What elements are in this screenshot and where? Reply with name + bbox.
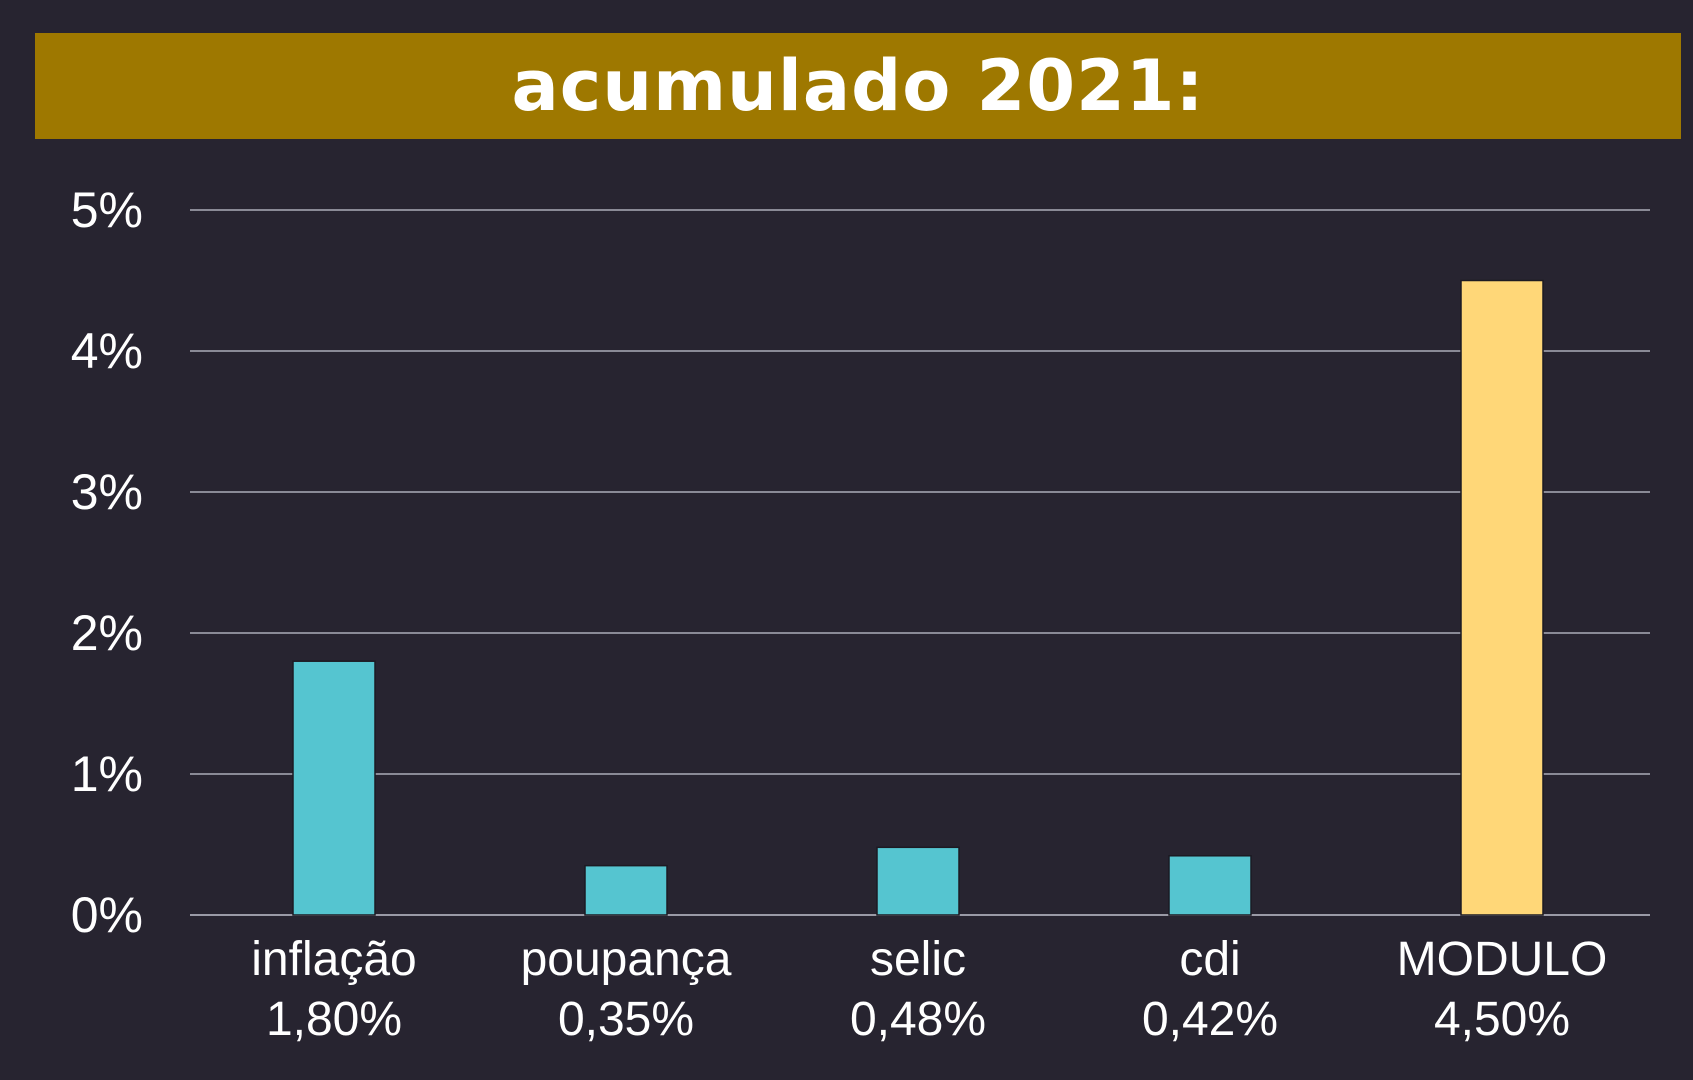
y-tick-label: 4% bbox=[71, 323, 143, 379]
y-tick-label: 3% bbox=[71, 464, 143, 520]
bar bbox=[876, 846, 960, 916]
value-label: 1,80% bbox=[266, 993, 402, 1046]
title-bar: acumulado 2021: bbox=[35, 33, 1681, 139]
category-label: inflação bbox=[251, 933, 416, 986]
category-label: poupança bbox=[521, 933, 732, 986]
chart-title: acumulado 2021: bbox=[511, 45, 1205, 127]
bar bbox=[292, 660, 376, 916]
y-tick-label: 5% bbox=[71, 182, 143, 238]
value-label: 0,42% bbox=[1142, 993, 1278, 1046]
bar bbox=[1460, 279, 1544, 916]
bar bbox=[584, 864, 668, 916]
value-label: 0,35% bbox=[558, 993, 694, 1046]
value-label: 4,50% bbox=[1434, 993, 1570, 1046]
category-label: selic bbox=[870, 933, 966, 986]
category-label: MODULO bbox=[1397, 933, 1608, 986]
bar bbox=[1168, 855, 1252, 916]
y-tick-label: 2% bbox=[71, 605, 143, 661]
y-tick-label: 0% bbox=[71, 887, 143, 943]
category-label: cdi bbox=[1179, 933, 1240, 986]
value-label: 0,48% bbox=[850, 993, 986, 1046]
y-tick-label: 1% bbox=[71, 746, 143, 802]
